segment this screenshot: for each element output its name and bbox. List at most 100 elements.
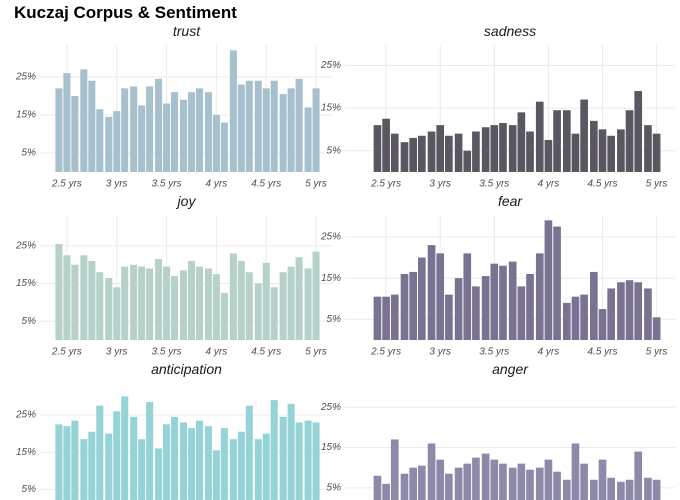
x-tick-label: 4.5 yrs	[588, 347, 618, 358]
bar	[295, 78, 303, 172]
bar	[179, 270, 188, 340]
bar	[490, 263, 499, 340]
bar	[204, 92, 212, 172]
bar	[105, 433, 113, 500]
bar	[287, 88, 295, 172]
bar	[55, 424, 63, 500]
facet-title: anticipation	[151, 361, 222, 377]
bar	[304, 107, 312, 172]
x-tick-label: 5 yrs	[305, 179, 327, 190]
bar	[195, 88, 203, 172]
bar	[220, 428, 228, 500]
bar	[481, 453, 490, 500]
bar	[146, 86, 154, 172]
bar	[195, 420, 203, 500]
bar	[270, 287, 278, 340]
bar	[463, 463, 472, 500]
bar	[373, 125, 382, 172]
bar	[88, 260, 96, 340]
bar	[287, 403, 295, 500]
bar	[571, 443, 580, 500]
y-tick-label: 15%	[321, 273, 341, 284]
bar	[644, 477, 652, 500]
facet-title: fear	[498, 193, 523, 209]
bar	[427, 443, 436, 500]
bar	[454, 467, 463, 500]
bar	[544, 140, 553, 172]
bar	[312, 251, 320, 340]
bar	[499, 463, 507, 500]
bar	[262, 433, 270, 500]
bar	[454, 133, 463, 172]
y-tick-label: 15%	[321, 442, 341, 453]
bar	[245, 272, 253, 340]
bar	[427, 245, 436, 340]
bar	[171, 416, 179, 500]
bar	[80, 439, 88, 500]
y-tick-label: 15%	[321, 103, 341, 114]
y-tick-label: 5%	[327, 145, 342, 156]
x-tick-label: 4 yrs	[206, 347, 228, 358]
bar	[262, 262, 270, 340]
facet-title: trust	[173, 23, 201, 39]
bar	[138, 105, 146, 172]
bar	[130, 264, 138, 340]
bar	[245, 80, 253, 172]
bar	[526, 273, 534, 340]
bar	[229, 253, 237, 340]
bar	[146, 401, 154, 500]
y-tick-label: 15%	[16, 278, 36, 289]
bar	[71, 95, 79, 172]
bar	[607, 477, 615, 500]
y-tick-label: 5%	[22, 148, 37, 159]
x-tick-label: 3 yrs	[106, 347, 128, 358]
bar	[590, 479, 598, 500]
chart-title: Kuczaj Corpus & Sentiment	[14, 3, 237, 22]
y-tick-label: 25%	[15, 72, 36, 83]
bar	[590, 120, 598, 172]
bar	[163, 424, 171, 500]
x-tick-label: 4.5 yrs	[251, 179, 281, 190]
bar	[562, 110, 571, 172]
x-tick-label: 4 yrs	[538, 347, 560, 358]
x-tick-label: 3 yrs	[106, 179, 128, 190]
y-tick-label: 5%	[22, 484, 37, 495]
bar	[508, 467, 517, 500]
bar	[179, 422, 188, 500]
bar	[562, 302, 571, 340]
bar	[617, 481, 625, 500]
bar	[113, 111, 121, 172]
y-tick-label: 5%	[327, 314, 342, 325]
bar	[146, 268, 154, 340]
bar	[163, 266, 171, 340]
bar	[652, 479, 661, 500]
bar	[526, 469, 534, 500]
bar	[472, 457, 480, 500]
bar	[490, 459, 499, 500]
bar	[553, 471, 561, 500]
x-tick-label: 4 yrs	[206, 179, 228, 190]
bar	[312, 88, 320, 172]
bar	[625, 280, 634, 340]
bar	[254, 283, 262, 340]
bar	[237, 260, 245, 340]
bar	[436, 125, 445, 172]
bar	[130, 416, 138, 500]
bar	[607, 288, 615, 340]
y-tick-label: 25%	[320, 232, 341, 243]
bar	[96, 405, 104, 500]
bar	[71, 264, 79, 340]
bar	[163, 103, 171, 172]
bar	[121, 266, 129, 340]
bar	[171, 92, 179, 172]
bar	[229, 439, 237, 500]
bar	[179, 99, 188, 172]
bar	[625, 479, 634, 500]
bar	[445, 294, 453, 340]
bar	[417, 465, 426, 500]
facet-title: anger	[492, 361, 529, 377]
facet-title: sadness	[484, 23, 536, 39]
x-tick-label: 2.5 yrs	[51, 347, 82, 358]
bar	[155, 448, 163, 500]
bar	[237, 431, 245, 500]
